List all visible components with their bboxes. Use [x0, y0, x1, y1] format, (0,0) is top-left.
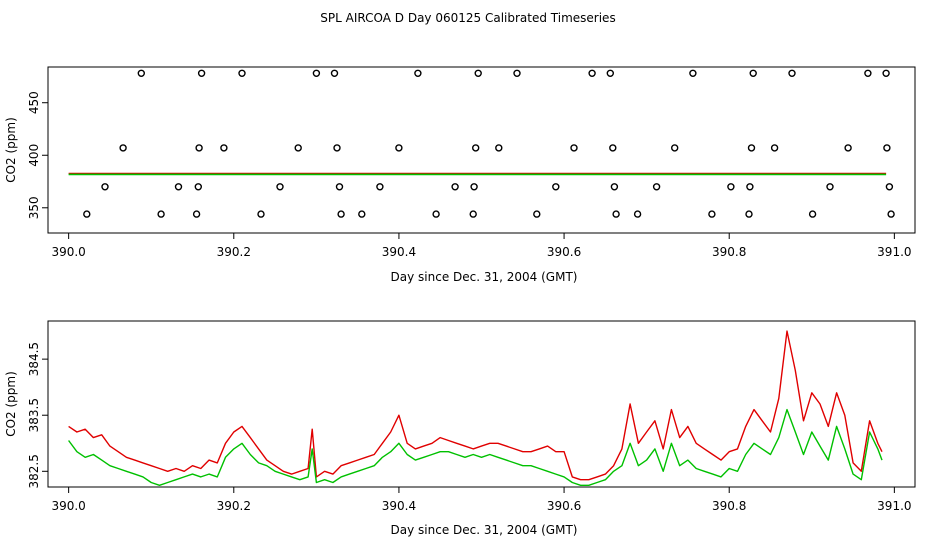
top-data-point	[570, 144, 578, 152]
top-x-tick-label: 391.0	[877, 245, 911, 259]
top-data-point	[633, 210, 642, 218]
bottom-x-tick-label: 390.4	[382, 499, 416, 513]
top-data-point	[294, 144, 302, 152]
bottom-series-red	[68, 330, 883, 481]
top-data-point	[101, 183, 109, 191]
bottom-x-tick-label: 390.8	[712, 499, 746, 513]
top-y-axis-label: CO2 (ppm)	[4, 117, 18, 183]
top-data-point	[333, 144, 341, 152]
top-x-axis-label: Day since Dec. 31, 2004 (GMT)	[391, 270, 578, 284]
top-data-point	[727, 183, 735, 191]
bottom-y-axis-label: CO2 (ppm)	[4, 371, 18, 437]
bottom-x-axis: 390.0 390.2 390.4 390.6 390.8 391.0	[51, 487, 912, 513]
top-data-point	[826, 183, 834, 191]
bottom-x-axis-label: Day since Dec. 31, 2004 (GMT)	[391, 523, 578, 537]
top-data-point	[238, 69, 246, 78]
top-data-point	[864, 69, 872, 78]
top-data-point	[358, 210, 366, 218]
top-data-point	[882, 69, 890, 78]
top-x-tick-label: 390.4	[382, 245, 416, 259]
top-data-point	[432, 210, 440, 218]
top-data-point	[395, 144, 403, 152]
top-data-point	[470, 183, 478, 191]
top-data-point	[552, 183, 560, 191]
bottom-y-tick-label: 382.5	[27, 454, 41, 488]
top-plot-frame	[47, 66, 916, 234]
top-data-point	[335, 183, 344, 191]
top-data-point	[746, 183, 754, 191]
top-data-point	[610, 183, 619, 191]
top-data-point	[883, 144, 891, 152]
top-data-point	[612, 210, 620, 218]
top-panel: 390.0 390.2 390.4 390.6 390.8 391.0 350 400 450…	[4, 66, 916, 284]
top-data-point	[588, 69, 596, 78]
top-data-point	[337, 210, 345, 218]
top-data-point	[533, 210, 541, 218]
top-data-point	[192, 210, 201, 218]
top-scatter-points	[83, 69, 895, 218]
top-data-point	[606, 69, 614, 78]
top-data-point	[808, 210, 817, 218]
bottom-x-tick-label: 390.6	[547, 499, 581, 513]
top-data-point	[174, 183, 183, 191]
top-x-axis: 390.0 390.2 390.4 390.6 390.8 391.0	[51, 233, 912, 259]
top-data-point	[276, 183, 284, 191]
bottom-series-lines	[68, 330, 883, 486]
top-data-point	[414, 69, 422, 78]
top-data-point	[83, 210, 91, 218]
top-data-point	[472, 144, 480, 152]
top-data-point	[474, 69, 482, 78]
top-data-point	[495, 144, 503, 152]
top-data-point	[788, 69, 796, 78]
top-data-point	[885, 183, 894, 191]
bottom-series-green	[68, 408, 883, 486]
top-data-point	[671, 144, 679, 152]
bottom-y-axis: 382.5 383.5 384.5	[27, 342, 48, 488]
top-data-point	[469, 210, 477, 218]
top-data-point	[745, 210, 753, 218]
top-data-point	[137, 69, 146, 78]
top-x-tick-label: 390.0	[51, 245, 85, 259]
bottom-panel: 390.0 390.2 390.4 390.6 390.8 391.0 382.5 383.…	[4, 320, 916, 537]
top-data-point	[157, 210, 165, 218]
top-data-point	[197, 69, 206, 78]
figure-title: SPL AIRCOA D Day 060125 Calibrated Times…	[320, 11, 615, 25]
bottom-y-tick-label: 383.5	[27, 398, 41, 432]
top-data-point	[513, 69, 521, 78]
top-data-point	[689, 69, 697, 78]
top-data-point	[652, 183, 661, 191]
top-data-point	[195, 144, 203, 152]
top-data-point	[376, 183, 384, 191]
top-data-point	[220, 144, 228, 152]
top-y-tick-label: 450	[27, 91, 41, 114]
bottom-x-tick-label: 390.0	[51, 499, 85, 513]
top-y-tick-label: 400	[27, 144, 41, 167]
top-x-tick-label: 390.6	[547, 245, 581, 259]
top-data-point	[257, 210, 265, 218]
top-y-axis: 350 400 450	[27, 91, 48, 219]
top-data-point	[887, 210, 895, 218]
top-y-tick-label: 350	[27, 196, 41, 219]
top-x-tick-label: 390.2	[217, 245, 251, 259]
top-data-point	[844, 144, 852, 152]
top-data-point	[119, 144, 127, 152]
top-series-lines	[68, 172, 887, 176]
top-data-point	[708, 210, 716, 218]
top-data-point	[330, 69, 339, 78]
top-data-point	[194, 183, 203, 191]
top-x-tick-label: 390.8	[712, 245, 746, 259]
bottom-x-tick-label: 391.0	[877, 499, 911, 513]
bottom-x-tick-label: 390.2	[217, 499, 251, 513]
top-data-point	[312, 69, 321, 78]
top-data-point	[451, 183, 459, 191]
top-data-point	[747, 144, 756, 152]
bottom-plot-frame	[47, 320, 916, 488]
top-data-point	[749, 69, 757, 78]
top-data-point	[609, 144, 617, 152]
top-data-point	[770, 144, 779, 152]
bottom-y-tick-label: 384.5	[27, 342, 41, 376]
